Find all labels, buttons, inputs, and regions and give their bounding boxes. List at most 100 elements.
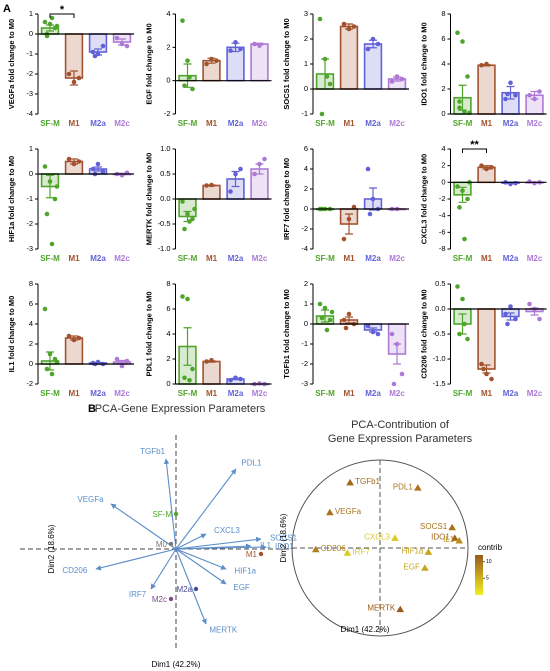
x-tick-label: SF-M xyxy=(315,119,335,128)
data-point xyxy=(114,35,120,41)
y-tick-label: 0 xyxy=(304,204,308,213)
x-tick-label: M1 xyxy=(481,389,493,398)
y-tick-label: -2 xyxy=(26,379,33,388)
data-point xyxy=(479,62,484,68)
data-point xyxy=(346,216,352,222)
data-point xyxy=(375,331,381,337)
data-point xyxy=(537,89,542,94)
y-tick-label: -2 xyxy=(301,359,308,368)
data-point xyxy=(322,56,328,62)
y-axis-label: PDL1 fold change to M0 xyxy=(144,291,153,376)
y-tick-label: -3 xyxy=(26,244,33,253)
sample-label: M2a xyxy=(176,585,192,594)
data-point xyxy=(455,284,460,289)
y-tick-label: -1 xyxy=(301,109,308,118)
data-point xyxy=(66,333,72,339)
data-point xyxy=(42,306,48,312)
y-tick-label: -3 xyxy=(26,89,33,98)
data-point xyxy=(399,76,405,82)
y-tick-label: 0.0 xyxy=(160,194,170,203)
data-point xyxy=(182,83,187,88)
y-tick-label: 2 xyxy=(441,161,445,170)
loading-arrow xyxy=(175,548,227,570)
y-tick-label: -4 xyxy=(301,244,308,253)
y-tick-label: -1 xyxy=(301,339,308,348)
data-point xyxy=(457,205,462,210)
sample-label: M0 xyxy=(156,540,168,549)
sample-point xyxy=(168,541,174,547)
data-point xyxy=(370,36,376,42)
data-point xyxy=(192,206,197,212)
significance-bracket xyxy=(462,148,487,153)
data-point xyxy=(187,75,192,80)
error-bar xyxy=(46,174,54,199)
data-point xyxy=(90,166,96,172)
x-tick-label: M1 xyxy=(68,389,80,398)
variable-point xyxy=(311,545,320,553)
y-axis-label: IDO1 fold change to M0 xyxy=(419,22,428,105)
x-tick-label: M2c xyxy=(527,254,543,263)
loading-arrow xyxy=(175,543,252,550)
loading-label: EGF xyxy=(233,583,250,592)
variable-label: EGF xyxy=(403,562,420,571)
data-point xyxy=(100,169,106,174)
variable-label: VEGFa xyxy=(335,507,362,516)
legend-title: contrib xyxy=(478,543,503,552)
data-point xyxy=(365,166,371,172)
data-point xyxy=(182,226,187,232)
x-tick-label: M1 xyxy=(343,119,355,128)
data-point xyxy=(484,166,489,172)
y-tick-label: 8 xyxy=(166,279,170,288)
x-tick-label: SF-M xyxy=(40,254,60,263)
variable-point xyxy=(421,564,429,571)
loading-arrow xyxy=(175,533,207,550)
bar xyxy=(339,25,359,90)
color-tick-label: 5 xyxy=(486,576,489,582)
data-point xyxy=(49,371,55,377)
data-point xyxy=(370,196,376,202)
data-point xyxy=(54,23,60,29)
data-point xyxy=(457,105,462,111)
data-point xyxy=(187,377,192,383)
data-point xyxy=(346,311,352,317)
data-point xyxy=(341,317,347,323)
bar xyxy=(477,308,496,370)
y-tick-label: -4 xyxy=(26,109,33,118)
data-point xyxy=(365,323,371,329)
data-point xyxy=(114,356,120,362)
data-point xyxy=(375,41,381,47)
data-point xyxy=(319,315,325,321)
data-point xyxy=(322,305,328,311)
y-tick-label: 6 xyxy=(166,304,170,313)
y-axis-label: TGFb1 fold change to M0 xyxy=(282,289,291,379)
data-point xyxy=(455,184,460,189)
data-point xyxy=(370,329,376,335)
data-point xyxy=(462,236,467,242)
data-point xyxy=(66,71,72,77)
variable-label: IL1 xyxy=(443,535,455,544)
data-point xyxy=(457,331,462,337)
y-tick-label: -0.5 xyxy=(158,219,171,228)
error-bar xyxy=(94,166,102,172)
data-point xyxy=(460,188,465,193)
y-tick-label: 0.0 xyxy=(435,304,445,313)
data-point xyxy=(329,309,335,315)
y-tick-label: 2 xyxy=(166,354,170,363)
variable-label: SOCS1 xyxy=(420,522,448,531)
error-bar xyxy=(183,327,192,366)
data-point xyxy=(391,381,397,387)
color-tick-label: 10 xyxy=(486,559,492,565)
data-point xyxy=(54,359,60,365)
data-point xyxy=(343,325,349,331)
y-axis-label: VEGFa fold change to M0 xyxy=(7,19,16,109)
data-point xyxy=(489,165,494,170)
data-point xyxy=(462,321,467,327)
data-point xyxy=(503,311,508,317)
data-point xyxy=(238,376,243,382)
x-tick-label: M1 xyxy=(343,254,355,263)
x-tick-label: M2a xyxy=(90,254,106,263)
y-tick-label: 0 xyxy=(166,76,170,85)
y-tick-label: 2 xyxy=(304,279,308,288)
data-point xyxy=(66,156,72,162)
data-point xyxy=(462,109,467,114)
